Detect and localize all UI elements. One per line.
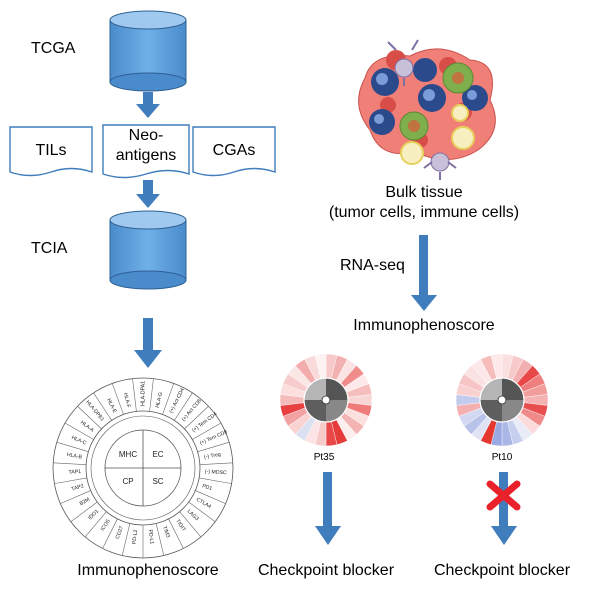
pt35-immunophenoscore-wheel (279, 353, 373, 447)
label-tcga: TCGA (31, 40, 76, 57)
wheel-segment-label: TAP2 (71, 483, 85, 492)
wheel-center-cp: CP (122, 477, 133, 486)
label-rnaseq: RNA-seq (340, 257, 405, 274)
label-cgas: CGAs (212, 142, 256, 159)
tcga-database-icon (109, 10, 187, 92)
wheel-center-sc: SC (152, 477, 163, 486)
wheel-segment-label: CD27 (115, 525, 125, 540)
document-cgas (192, 126, 276, 177)
wheel-segment-label: PD1 (201, 483, 212, 492)
blocked-cross-icon (486, 480, 521, 511)
bulk-tissue-illustration (358, 39, 496, 180)
label-immunophenoscore-left: Immunophenoscore (77, 562, 219, 579)
wheel-segment-label: (-) Treg (204, 452, 222, 461)
wheel-segment-label: HLA-B (66, 452, 83, 461)
wheel-segment-label: PD-L1 (147, 529, 155, 544)
wheel-segment-label: TIM3 (161, 525, 171, 538)
label-immunophenoscore-right: Immunophenoscore (353, 317, 495, 334)
label-checkpoint-blocker-1: Checkpoint blocker (257, 562, 395, 579)
document-tils (9, 126, 93, 177)
label-bulk-tissue-subtitle: (tumor cells, immune cells) (328, 204, 520, 221)
label-tcia: TCIA (31, 240, 68, 257)
wheel-segment-label: HLA-C (70, 435, 87, 447)
arrow-rnaseq-down (411, 235, 437, 311)
document-neoantigens (102, 124, 190, 179)
pt10-immunophenoscore-wheel (455, 353, 549, 447)
label-neo-line2: antigens (115, 147, 177, 164)
label-bulk-tissue: Bulk tissue (385, 184, 463, 201)
tcia-database-icon (109, 210, 187, 290)
arrow-docs-down (136, 180, 160, 208)
wheel-segment-label: (-) MDSC (205, 469, 227, 476)
wheel-center-ec: EC (152, 450, 163, 459)
wheel-segment-label: B2M (79, 497, 91, 508)
arrow-tcia-down (134, 318, 162, 368)
label-neo-line1: Neo- (128, 127, 164, 144)
label-checkpoint-blocker-2: Checkpoint blocker (433, 562, 571, 579)
wheel-segment-label: TAP1 (68, 469, 81, 476)
wheel-center-mhc: MHC (119, 450, 137, 459)
arrow-tcga-down (136, 92, 160, 118)
wheel-segment-label: HLA-DPA1 (140, 381, 146, 406)
wheel-segment-label: HLA-G (155, 392, 164, 409)
label-pt10: Pt10 (491, 452, 513, 463)
immunophenoscore-wheel: (+) Act CD4(+) Act CD8(+) Tem CD4(+) Tem… (52, 377, 234, 559)
arrow-pt35-down (315, 472, 341, 545)
wheel-segment-label: PD-L2 (131, 529, 139, 544)
label-tils: TILs (35, 142, 67, 159)
wheel-segment-label: HLA-F (122, 392, 131, 408)
label-pt35: Pt35 (313, 452, 335, 463)
